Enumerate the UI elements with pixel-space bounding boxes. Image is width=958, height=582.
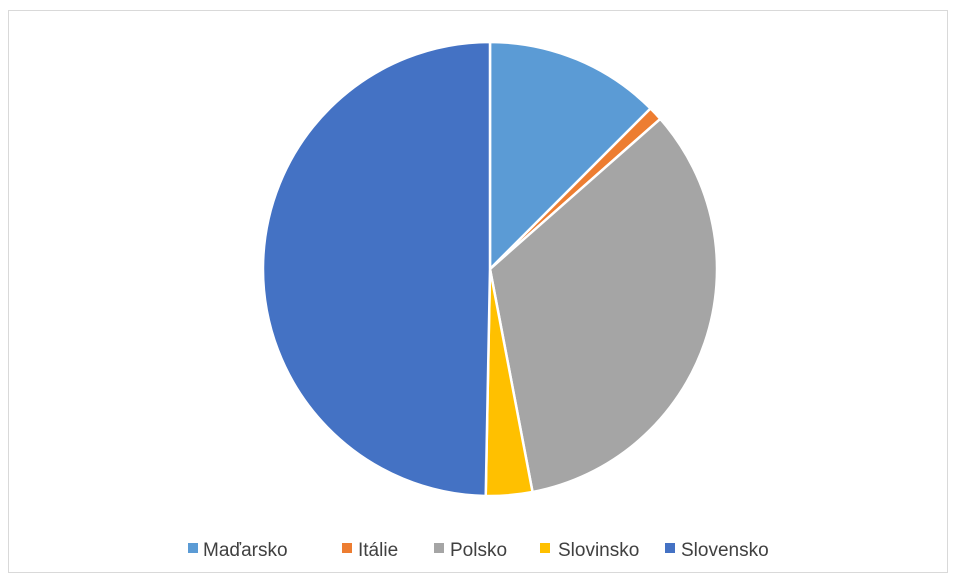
legend-swatch-slovensko [665,543,675,553]
legend-swatch-polsko [434,543,444,553]
legend-label-madarsko: Maďarsko [203,540,288,561]
legend-swatch-italie [342,543,352,553]
legend-label-slovensko: Slovensko [681,540,769,561]
legend-swatch-madarsko [188,543,198,553]
pie-slice-madarsko [488,40,652,271]
legend-swatch-slovinsko [540,543,550,553]
pie-slices [261,40,719,498]
legend: Maďarsko Itálie Polsko Slovinsko Slovens… [188,540,769,561]
pie-slice-polsko [488,117,719,494]
pie-slice-slovensko [261,40,492,498]
legend-label-slovinsko: Slovinsko [558,540,639,561]
legend-label-italie: Itálie [358,540,398,561]
legend-label-polsko: Polsko [450,540,507,561]
